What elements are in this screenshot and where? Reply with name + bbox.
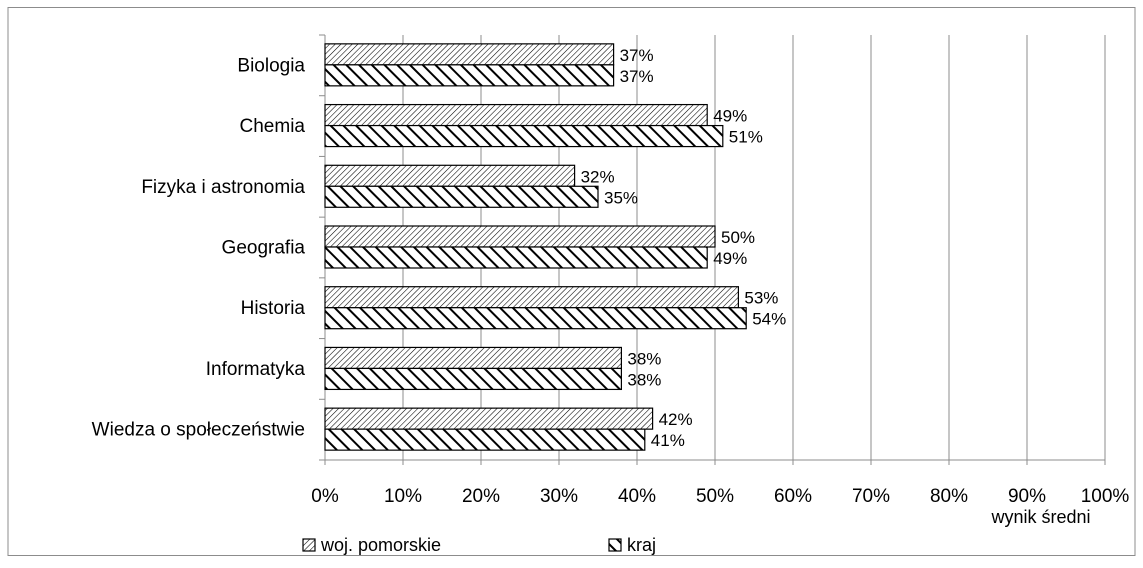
category-label: Wiedza o społeczeństwie — [92, 420, 305, 441]
x-tick-label: 50% — [696, 486, 734, 507]
x-tick-label: 10% — [384, 486, 422, 507]
labels: Biologia 37% 37% Chemia 49% 51% Fizyka i astro… — [92, 46, 787, 450]
bars — [324, 43, 747, 451]
x-tick-label: 70% — [852, 486, 890, 507]
bar — [324, 43, 615, 66]
bar — [324, 407, 654, 430]
category-label: Biologia — [237, 55, 305, 76]
x-tick-label: 20% — [462, 486, 500, 507]
data-label: 41% — [651, 431, 685, 450]
data-label: 42% — [659, 410, 693, 429]
category-label: Historia — [241, 298, 306, 319]
bar — [324, 367, 622, 391]
bar — [324, 164, 576, 187]
data-label: 38% — [627, 370, 661, 389]
data-label: 35% — [604, 188, 638, 207]
data-label: 51% — [729, 128, 763, 147]
category-label: Chemia — [240, 116, 306, 137]
data-label: 49% — [713, 107, 747, 126]
bar — [324, 428, 646, 451]
data-label: 32% — [581, 167, 615, 186]
legend-label: kraj — [627, 535, 656, 555]
bar — [324, 307, 747, 330]
bar — [324, 103, 708, 127]
x-axis-title: wynik średni — [990, 507, 1090, 527]
data-label: 50% — [721, 228, 755, 247]
data-label: 49% — [713, 249, 747, 268]
category-label: Fizyka i astronomia — [141, 177, 305, 198]
category-label: Informatyka — [206, 359, 306, 380]
legend-swatch — [302, 538, 316, 552]
x-tick-label: 40% — [618, 486, 656, 507]
data-label: 37% — [620, 46, 654, 65]
outer-frame — [7, 7, 1136, 556]
x-tick-label: 30% — [540, 486, 578, 507]
data-label: 54% — [752, 310, 786, 329]
legend-swatch — [608, 538, 622, 552]
bar — [324, 64, 615, 87]
x-tick-label: 80% — [930, 486, 968, 507]
legend-label: woj. pomorskie — [320, 535, 441, 555]
bar — [324, 124, 724, 148]
x-tick-label: 90% — [1008, 486, 1046, 507]
legend: woj. pomorskie kraj — [302, 535, 656, 555]
x-tick-label: 60% — [774, 486, 812, 507]
data-label: 37% — [620, 67, 654, 86]
axis: 0% 10% 20% 30% 40% 50% 60% 70% 80% 90% 100% — [311, 34, 1130, 507]
bar — [324, 185, 599, 208]
bar — [324, 225, 716, 248]
bar — [324, 286, 739, 309]
bar — [324, 246, 708, 269]
x-tick-label: 0% — [311, 486, 339, 507]
data-label: 53% — [744, 289, 778, 308]
x-tick-label: 100% — [1081, 486, 1130, 507]
data-label: 38% — [627, 349, 661, 368]
category-label: Geografia — [222, 238, 306, 259]
bar — [324, 346, 622, 370]
